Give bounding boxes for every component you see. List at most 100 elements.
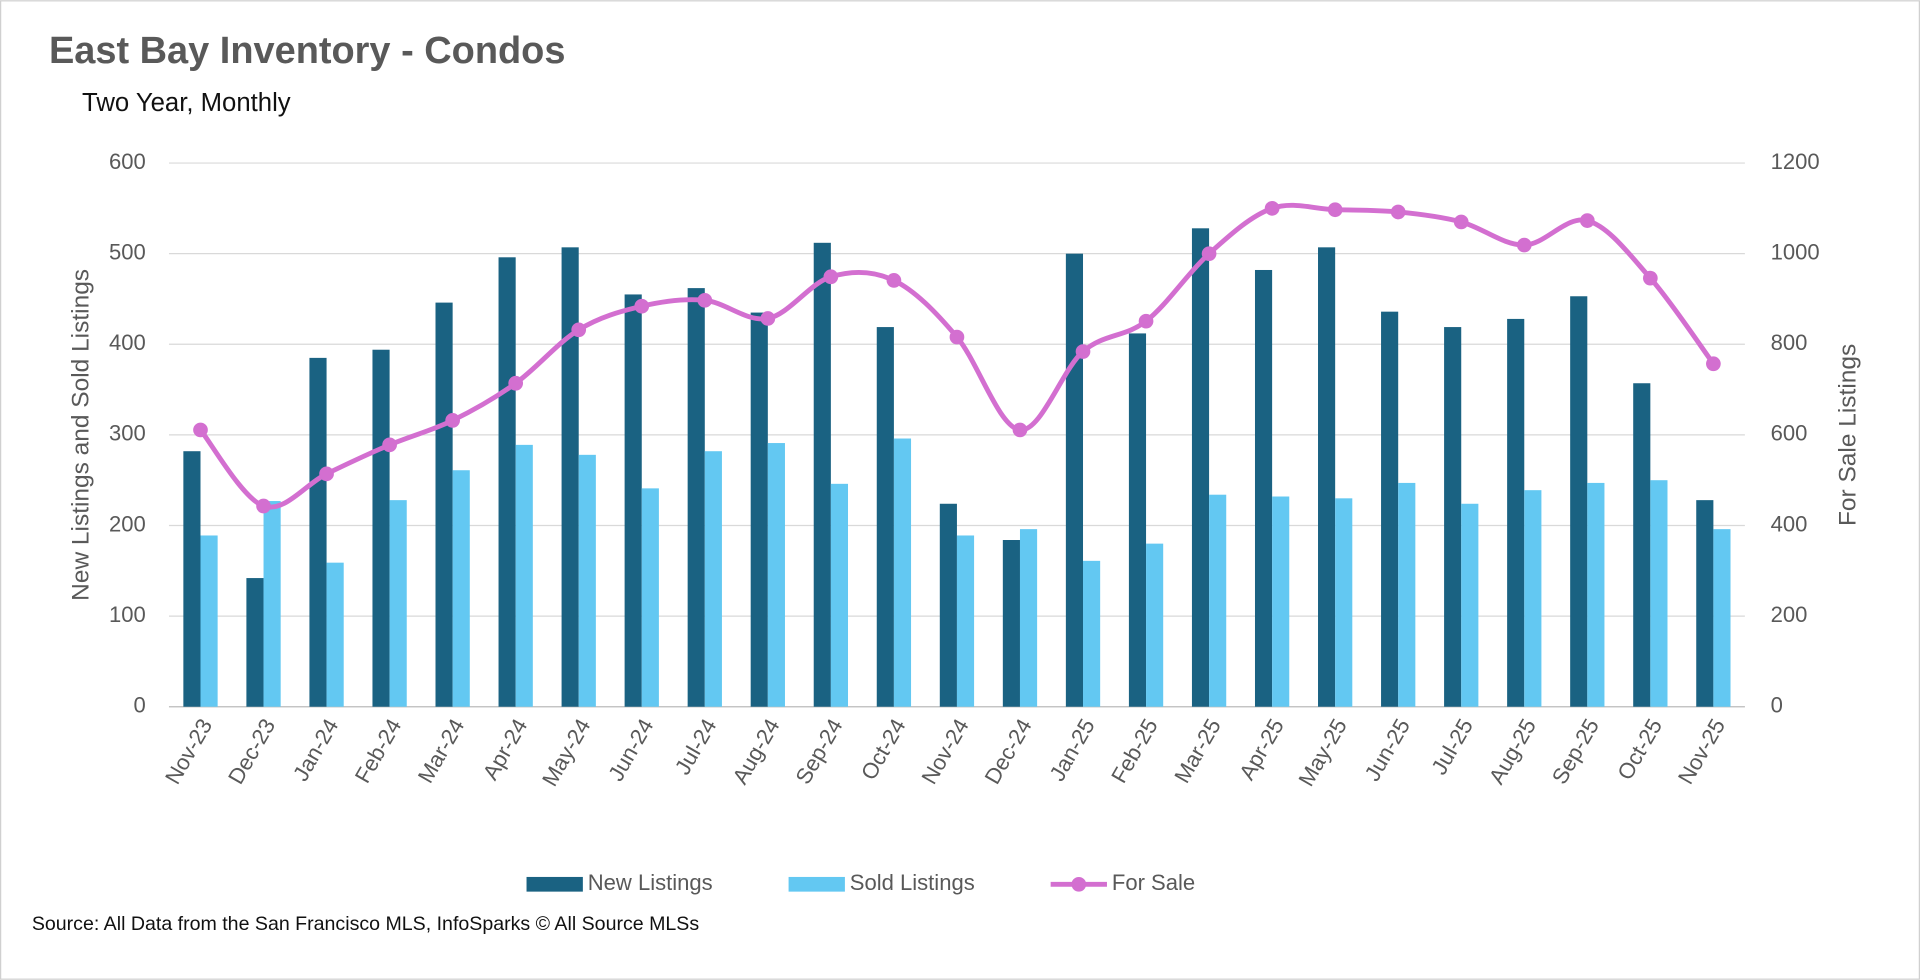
y2-tick-label: 600 [1771,421,1808,446]
bar [1696,500,1714,707]
point [760,311,776,326]
point [1642,270,1658,286]
point [1138,313,1154,329]
bar [263,501,281,707]
legend-label: Sold Listings [850,870,975,895]
bar [939,503,957,707]
y2-tick-label: 1000 [1771,240,1820,265]
bar [326,562,344,707]
point [445,413,460,428]
point [886,273,902,288]
point [949,329,965,345]
bar [1524,490,1542,707]
bar [498,257,516,707]
bar [1083,560,1101,707]
bar [1650,480,1668,707]
point [1327,202,1343,218]
bar [1335,498,1353,707]
point [1012,422,1028,438]
bar [1587,482,1605,707]
legend-swatch [1071,876,1087,892]
bar [200,535,218,707]
bar [750,312,768,707]
bar [1713,529,1731,707]
y2-tick-label: 800 [1771,330,1808,355]
bar [704,451,722,707]
y-tick-label: 500 [109,240,146,265]
bar [1209,494,1227,707]
point [382,437,397,453]
bar [309,357,327,707]
bar [389,500,407,707]
point [1516,237,1532,253]
y2-tick-label: 0 [1771,693,1783,718]
bar [1146,543,1164,707]
point [1075,344,1091,359]
bar [1019,529,1038,707]
legend: New Listings Sold Listings For Sale [526,870,1195,895]
point [193,422,208,438]
chart-subtitle: Two Year, Monthly [82,89,291,117]
point [1453,214,1469,230]
bar [561,247,579,707]
point [634,298,650,314]
point [571,322,587,338]
y-tick-label: 400 [109,330,146,355]
bar [624,294,642,707]
bar [767,443,785,707]
bar [435,302,453,707]
y-tick-label: 300 [109,421,146,446]
bar [830,483,849,707]
bar [452,470,470,707]
bar [515,444,533,707]
point [1264,201,1280,216]
bar [641,488,659,707]
bar [893,438,912,707]
point [823,269,839,285]
y2-tick-label: 200 [1771,602,1808,627]
legend-label: New Listings [588,870,713,895]
point [1579,213,1595,228]
bar [1461,503,1479,707]
source-note: Source: All Data from the San Francisco … [32,913,700,935]
bar [1398,482,1416,707]
bar [1444,327,1462,707]
bar [687,288,705,707]
bar [246,578,264,707]
point [1201,246,1217,262]
bar [1191,228,1210,707]
bar [183,451,201,707]
point [256,498,271,514]
bar [1570,296,1588,707]
bar [1002,540,1020,707]
bar [1633,383,1651,707]
y2-axis-label: For Sale Listings [1834,344,1861,526]
chart-title: East Bay Inventory - Condos [49,30,565,72]
bar [876,327,894,707]
legend-swatch [526,876,583,892]
y-tick-label: 200 [109,511,146,536]
bar [1254,269,1273,707]
point [697,292,713,308]
bar [1507,318,1525,707]
legend-swatch [788,876,845,892]
bar [1318,247,1336,707]
y-axis-label: New Listings and Sold Listings [68,269,95,601]
y2-tick-label: 1200 [1771,149,1820,174]
legend-label: For Sale [1112,870,1195,895]
bar [372,349,390,707]
bar [1128,333,1147,707]
bar [813,242,831,707]
point [1706,356,1721,372]
point [1390,204,1406,220]
bar [1065,253,1084,707]
y-tick-label: 100 [109,602,146,627]
y2-tick-label: 400 [1771,511,1808,536]
point [508,375,524,391]
y-tick-label: 0 [133,693,145,718]
bar [578,454,596,707]
y-tick-label: 600 [109,149,146,174]
bar [1381,311,1399,707]
